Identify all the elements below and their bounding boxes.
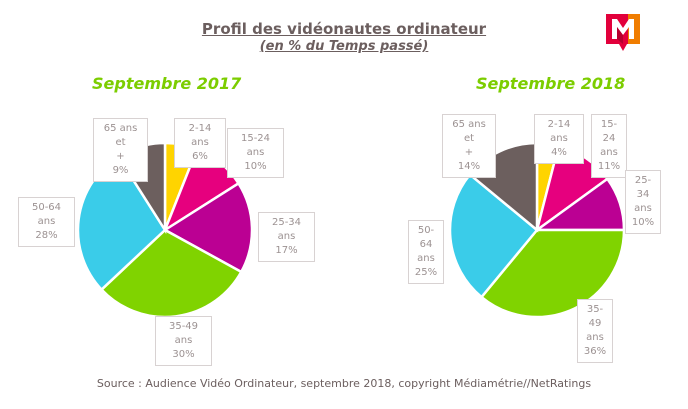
label-2017-15-24: 15-24 ans 10% bbox=[227, 128, 284, 178]
chart-title: Profil des vidéonautes ordinateur bbox=[201, 20, 487, 38]
label-2018-2-14: 2-14 ans 4% bbox=[534, 114, 584, 164]
label-2017-35-49: 35-49 ans 30% bbox=[155, 316, 212, 366]
label-2017-65plus: 65 ans et +9% bbox=[93, 118, 148, 182]
pie-2017-title: Septembre 2017 bbox=[92, 74, 242, 93]
pie-slice bbox=[448, 172, 539, 299]
label-2017-25-34: 25-34 ans 17% bbox=[258, 212, 315, 262]
label-2017-2-14: 2-14 ans 6% bbox=[174, 118, 226, 168]
source-note: Source : Audience Vidéo Ordinateur, sept… bbox=[96, 377, 592, 390]
pie-2018-title: Septembre 2018 bbox=[476, 74, 626, 93]
label-2018-35-49: 35-49 ans 36% bbox=[577, 299, 613, 363]
label-2018-50-64: 50-64 ans 25% bbox=[408, 220, 444, 284]
label-2018-15-24: 15-24 ans 11% bbox=[591, 114, 627, 178]
label-2017-50-64: 50-64 ans 28% bbox=[18, 197, 75, 247]
label-2018-65plus: 65 ans et +14% bbox=[442, 114, 496, 178]
pie-slice bbox=[479, 228, 626, 319]
mediametrie-logo-icon bbox=[606, 14, 640, 51]
label-2018-25-34: 25-34 ans 10% bbox=[625, 170, 661, 234]
pie-slice bbox=[162, 181, 254, 274]
chart-subtitle: (en % du Temps passé) bbox=[259, 39, 429, 54]
